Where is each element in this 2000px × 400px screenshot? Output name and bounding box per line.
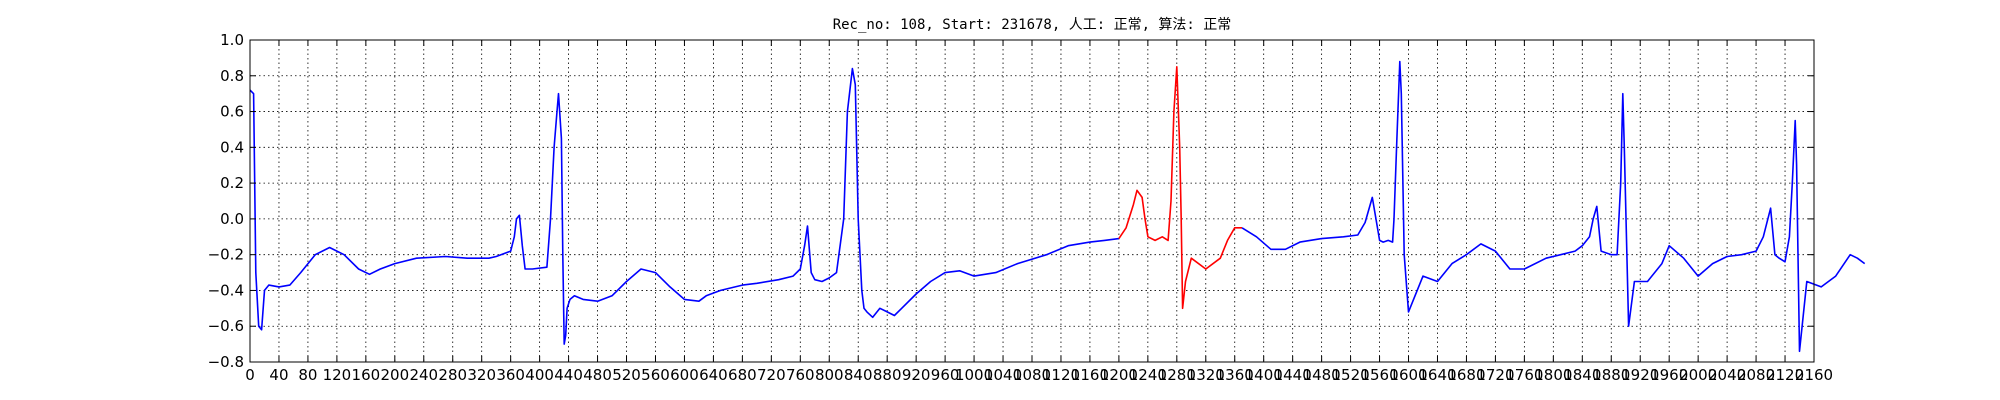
x-tick-label: 560 — [641, 366, 670, 384]
x-tick-label: 1000 — [955, 366, 993, 384]
x-tick-label: 840 — [844, 366, 873, 384]
x-tick-label: 0 — [245, 366, 255, 384]
series-line-3 — [1241, 60, 1866, 353]
x-tick-label: 1800 — [1534, 366, 1572, 384]
x-tick-label: 520 — [612, 366, 641, 384]
x-tick-label: 280 — [438, 366, 467, 384]
y-tick-label: 0.0 — [220, 210, 244, 228]
x-tick-label: 440 — [554, 366, 583, 384]
x-tick-label: 1120 — [1042, 366, 1080, 384]
x-tick-label: 1440 — [1274, 366, 1312, 384]
x-tick-label: 1160 — [1071, 366, 1109, 384]
x-tick-label: 1240 — [1129, 366, 1167, 384]
x-tick-label: 1320 — [1187, 366, 1225, 384]
y-tick-label: −0.8 — [208, 353, 244, 371]
x-tick-label: 1400 — [1245, 366, 1283, 384]
x-tick-label: 480 — [583, 366, 612, 384]
x-tick-label: 1720 — [1476, 366, 1514, 384]
x-tick-label: 680 — [728, 366, 757, 384]
series-layer — [249, 60, 1866, 353]
y-tick-label: −0.4 — [208, 281, 244, 299]
y-tick-label: 0.4 — [220, 138, 244, 156]
x-tick-label: 2080 — [1737, 366, 1775, 384]
plot-area-background — [250, 40, 1814, 362]
x-tick-label: 880 — [873, 366, 902, 384]
x-tick-label: 120 — [323, 366, 352, 384]
x-tick-label: 800 — [815, 366, 844, 384]
x-tick-label: 1520 — [1331, 366, 1369, 384]
x-tick-label: 80 — [298, 366, 317, 384]
x-tick-label: 1040 — [984, 366, 1022, 384]
x-tick-label: 720 — [757, 366, 786, 384]
axis-ticks: −0.8 −0.6 −0.4 −0.2 0.0 0.2 0.4 0.6 0.8 1.0 0 40 80 1… — [208, 31, 1834, 384]
x-tick-label: 1480 — [1303, 366, 1341, 384]
y-tick-label: 1.0 — [220, 31, 244, 49]
x-tick-label: 200 — [380, 366, 409, 384]
x-tick-label: 1600 — [1389, 366, 1427, 384]
x-tick-label: 1840 — [1563, 366, 1601, 384]
y-tick-label: 0.8 — [220, 67, 244, 85]
y-tick-label: 0.6 — [220, 103, 244, 121]
x-tick-label: 1200 — [1100, 366, 1138, 384]
x-tick-label: 2000 — [1679, 366, 1717, 384]
chart-title: Rec_no: 108, Start: 231678, 人工: 正常, 算法: … — [832, 17, 1232, 33]
x-tick-label: 240 — [409, 366, 438, 384]
x-tick-label: 1920 — [1621, 366, 1659, 384]
y-tick-label: −0.2 — [208, 246, 244, 264]
series-line-2 — [1118, 66, 1242, 310]
y-tick-label: 0.2 — [220, 174, 244, 192]
x-tick-label: 320 — [467, 366, 496, 384]
x-tick-label: 760 — [786, 366, 815, 384]
x-tick-label: 1360 — [1216, 366, 1254, 384]
x-tick-label: 360 — [496, 366, 525, 384]
x-tick-label: 1080 — [1013, 366, 1051, 384]
x-tick-label: 2040 — [1708, 366, 1746, 384]
x-tick-label: 2160 — [1795, 366, 1833, 384]
x-tick-label: 400 — [525, 366, 554, 384]
x-tick-label: 1280 — [1158, 366, 1196, 384]
x-tick-label: 640 — [699, 366, 728, 384]
x-tick-label: 1760 — [1505, 366, 1543, 384]
x-tick-label: 960 — [931, 366, 960, 384]
x-tick-label: 2120 — [1766, 366, 1804, 384]
x-tick-label: 1880 — [1592, 366, 1630, 384]
x-tick-label: 1560 — [1360, 366, 1398, 384]
x-tick-label: 600 — [670, 366, 699, 384]
x-tick-label: 160 — [352, 366, 381, 384]
x-tick-label: 40 — [269, 366, 288, 384]
x-tick-label: 1680 — [1447, 366, 1485, 384]
series-line-1 — [249, 67, 1119, 345]
x-tick-label: 1960 — [1650, 366, 1688, 384]
y-tick-label: −0.6 — [208, 317, 244, 335]
x-tick-label: 920 — [902, 366, 931, 384]
x-tick-label: 1640 — [1418, 366, 1456, 384]
